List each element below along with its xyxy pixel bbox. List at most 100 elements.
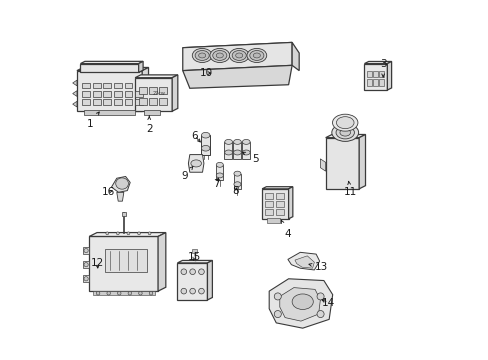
Text: 3: 3: [379, 59, 386, 77]
Circle shape: [127, 232, 130, 235]
Ellipse shape: [253, 53, 260, 58]
FancyBboxPatch shape: [103, 83, 111, 88]
Ellipse shape: [233, 150, 241, 155]
Ellipse shape: [246, 48, 266, 63]
Circle shape: [84, 248, 88, 253]
Ellipse shape: [201, 145, 209, 151]
Polygon shape: [291, 42, 299, 71]
Text: 11: 11: [343, 181, 356, 197]
Polygon shape: [262, 187, 292, 189]
FancyBboxPatch shape: [124, 83, 132, 88]
Polygon shape: [183, 42, 291, 71]
Polygon shape: [364, 62, 391, 64]
FancyBboxPatch shape: [135, 91, 142, 97]
Polygon shape: [135, 75, 178, 78]
Text: 5: 5: [242, 152, 258, 164]
FancyBboxPatch shape: [264, 193, 273, 199]
Ellipse shape: [235, 53, 242, 58]
Ellipse shape: [212, 50, 226, 60]
Ellipse shape: [233, 139, 241, 144]
Text: 13: 13: [308, 262, 327, 273]
Circle shape: [128, 292, 131, 295]
Circle shape: [84, 277, 88, 281]
FancyBboxPatch shape: [216, 165, 223, 180]
Polygon shape: [111, 176, 130, 192]
Circle shape: [149, 292, 152, 295]
Polygon shape: [172, 75, 178, 111]
Circle shape: [96, 292, 100, 295]
FancyBboxPatch shape: [159, 87, 166, 94]
Ellipse shape: [339, 129, 350, 136]
Polygon shape: [83, 275, 89, 282]
Ellipse shape: [198, 53, 205, 58]
Polygon shape: [81, 64, 139, 72]
FancyBboxPatch shape: [124, 99, 132, 105]
FancyBboxPatch shape: [93, 91, 101, 97]
Ellipse shape: [192, 48, 212, 63]
FancyBboxPatch shape: [224, 142, 232, 159]
Ellipse shape: [249, 50, 264, 60]
FancyBboxPatch shape: [233, 174, 240, 189]
FancyBboxPatch shape: [84, 111, 135, 116]
Polygon shape: [89, 237, 158, 291]
Polygon shape: [364, 64, 386, 90]
Polygon shape: [262, 189, 288, 219]
Polygon shape: [294, 256, 314, 268]
Polygon shape: [183, 42, 291, 64]
Circle shape: [274, 311, 281, 318]
Text: 7: 7: [213, 178, 219, 189]
FancyBboxPatch shape: [267, 219, 279, 223]
FancyBboxPatch shape: [192, 249, 197, 253]
Polygon shape: [207, 260, 212, 300]
FancyBboxPatch shape: [149, 98, 157, 105]
Ellipse shape: [242, 139, 250, 144]
FancyBboxPatch shape: [366, 80, 371, 86]
Circle shape: [107, 292, 110, 295]
Text: 2: 2: [145, 116, 152, 134]
Circle shape: [84, 262, 88, 267]
Polygon shape: [89, 233, 165, 237]
Text: 1: 1: [86, 112, 99, 129]
Polygon shape: [135, 78, 172, 111]
Circle shape: [316, 293, 324, 300]
FancyBboxPatch shape: [149, 87, 157, 94]
FancyBboxPatch shape: [122, 212, 126, 216]
FancyBboxPatch shape: [103, 99, 111, 105]
FancyBboxPatch shape: [275, 201, 284, 207]
Text: 8: 8: [232, 186, 239, 196]
Polygon shape: [73, 80, 77, 86]
Polygon shape: [158, 233, 165, 291]
FancyBboxPatch shape: [275, 193, 284, 199]
FancyBboxPatch shape: [201, 135, 209, 154]
Text: 16: 16: [102, 186, 115, 197]
Text: 4: 4: [281, 220, 290, 239]
Ellipse shape: [216, 53, 223, 58]
Circle shape: [117, 292, 121, 295]
Polygon shape: [325, 138, 358, 189]
Polygon shape: [83, 247, 89, 254]
FancyBboxPatch shape: [82, 91, 90, 97]
Ellipse shape: [332, 114, 357, 131]
FancyBboxPatch shape: [114, 83, 122, 88]
Ellipse shape: [190, 160, 201, 167]
Circle shape: [181, 269, 186, 275]
Polygon shape: [73, 91, 77, 96]
Polygon shape: [77, 71, 142, 111]
Ellipse shape: [232, 50, 246, 60]
Circle shape: [139, 292, 142, 295]
FancyBboxPatch shape: [372, 71, 377, 77]
Ellipse shape: [336, 117, 353, 129]
Text: 9: 9: [181, 166, 193, 181]
Text: 15: 15: [187, 252, 201, 262]
Polygon shape: [287, 252, 319, 270]
Ellipse shape: [229, 48, 248, 63]
Circle shape: [198, 269, 204, 275]
Circle shape: [198, 288, 204, 294]
FancyBboxPatch shape: [143, 111, 160, 115]
Polygon shape: [81, 61, 143, 64]
Polygon shape: [139, 61, 143, 72]
Ellipse shape: [201, 132, 209, 138]
Ellipse shape: [331, 124, 358, 141]
FancyBboxPatch shape: [135, 99, 142, 105]
Circle shape: [274, 293, 281, 300]
